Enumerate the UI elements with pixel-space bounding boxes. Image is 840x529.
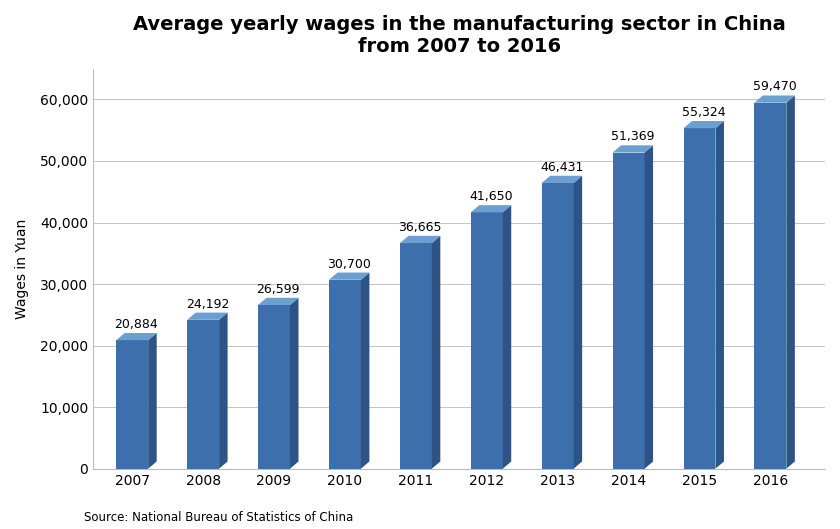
Polygon shape [786,96,795,469]
Polygon shape [470,205,512,212]
Polygon shape [329,272,370,280]
Polygon shape [432,236,440,469]
Polygon shape [754,103,786,469]
Polygon shape [219,313,228,469]
Polygon shape [754,96,795,103]
Polygon shape [148,333,157,469]
Polygon shape [542,176,582,183]
Text: 55,324: 55,324 [682,106,726,119]
Text: 26,599: 26,599 [256,283,300,296]
Polygon shape [644,145,653,469]
Polygon shape [400,243,432,469]
Polygon shape [400,236,440,243]
Polygon shape [258,298,298,305]
Polygon shape [187,313,228,320]
Text: 51,369: 51,369 [611,130,654,143]
Polygon shape [116,340,148,469]
Text: 30,700: 30,700 [328,258,371,270]
Y-axis label: Wages in Yuan: Wages in Yuan [15,218,29,319]
Polygon shape [716,121,724,469]
Text: 41,650: 41,650 [470,190,513,203]
Polygon shape [684,121,724,128]
Text: 20,884: 20,884 [114,318,159,331]
Polygon shape [502,205,512,469]
Polygon shape [329,280,361,469]
Text: 36,665: 36,665 [398,221,442,234]
Polygon shape [258,305,290,469]
Polygon shape [116,333,157,340]
Polygon shape [290,298,298,469]
Polygon shape [684,128,716,469]
Polygon shape [574,176,582,469]
Polygon shape [612,145,653,152]
Polygon shape [612,152,644,469]
Text: Source: National Bureau of Statistics of China: Source: National Bureau of Statistics of… [84,510,354,524]
Text: 24,192: 24,192 [186,298,229,311]
Polygon shape [187,320,219,469]
Text: 46,431: 46,431 [540,161,584,174]
Polygon shape [470,212,502,469]
Title: Average yearly wages in the manufacturing sector in China
from 2007 to 2016: Average yearly wages in the manufacturin… [133,15,785,56]
Polygon shape [542,183,574,469]
Polygon shape [361,272,370,469]
Text: 59,470: 59,470 [753,80,796,94]
